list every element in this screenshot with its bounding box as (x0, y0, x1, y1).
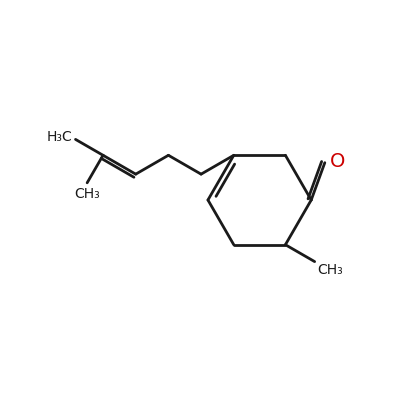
Text: CH₃: CH₃ (74, 187, 100, 201)
Text: H₃C: H₃C (46, 130, 72, 144)
Text: O: O (330, 152, 345, 171)
Text: CH₃: CH₃ (318, 263, 343, 277)
